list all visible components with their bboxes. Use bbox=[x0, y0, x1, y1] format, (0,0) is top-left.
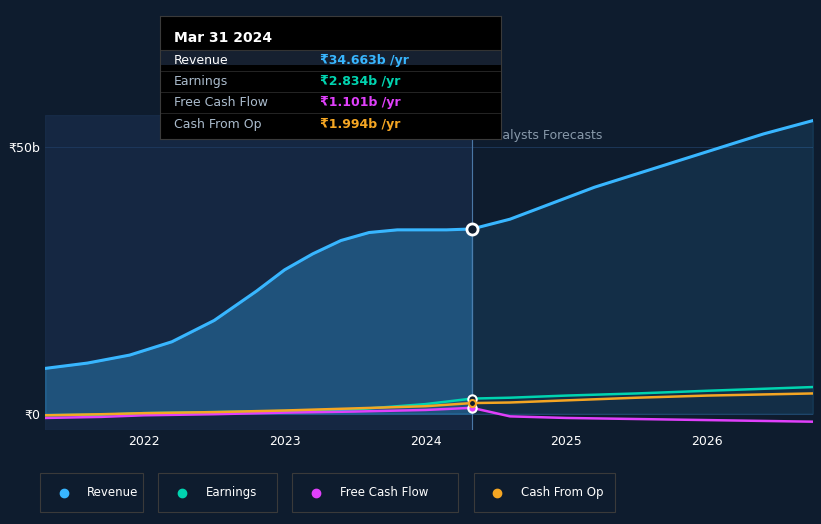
Text: Cash From Op: Cash From Op bbox=[174, 118, 261, 131]
Text: Analysts Forecasts: Analysts Forecasts bbox=[486, 129, 603, 142]
Text: Mar 31 2024: Mar 31 2024 bbox=[174, 31, 272, 45]
Text: ₹1.101b /yr: ₹1.101b /yr bbox=[320, 96, 401, 109]
Text: Free Cash Flow: Free Cash Flow bbox=[174, 96, 268, 109]
Text: Earnings: Earnings bbox=[174, 75, 228, 88]
FancyBboxPatch shape bbox=[160, 50, 501, 65]
Text: Past: Past bbox=[430, 129, 461, 142]
Bar bbox=[45, 115, 472, 430]
Text: Cash From Op: Cash From Op bbox=[521, 486, 603, 499]
Text: ₹2.834b /yr: ₹2.834b /yr bbox=[320, 75, 401, 88]
Text: Free Cash Flow: Free Cash Flow bbox=[340, 486, 428, 499]
Text: Revenue: Revenue bbox=[174, 54, 228, 67]
Text: ₹34.663b /yr: ₹34.663b /yr bbox=[320, 54, 409, 67]
Text: ₹1.994b /yr: ₹1.994b /yr bbox=[320, 118, 401, 131]
Text: Earnings: Earnings bbox=[205, 486, 257, 499]
Text: Revenue: Revenue bbox=[87, 486, 139, 499]
